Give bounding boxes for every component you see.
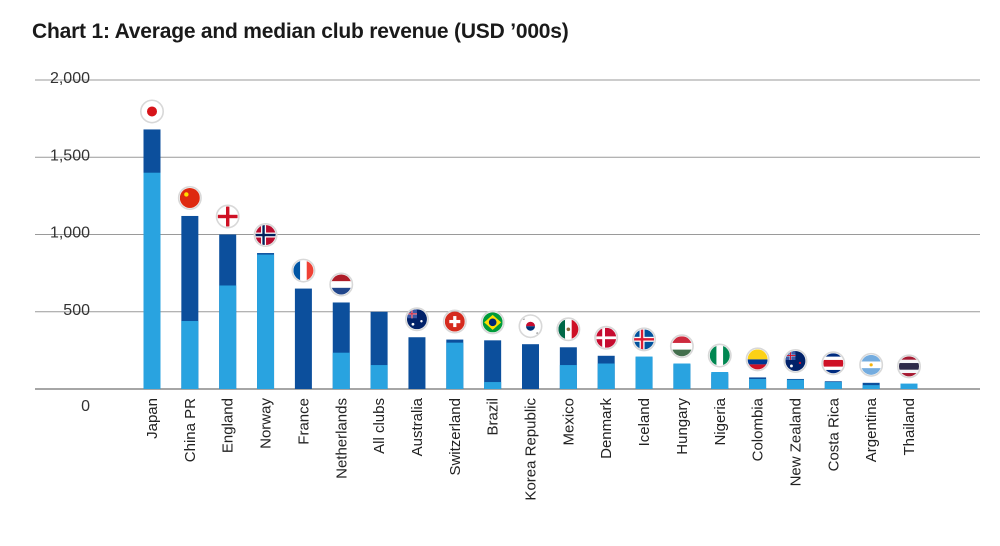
- brazil-flag: [480, 310, 505, 335]
- average-bar: [522, 344, 539, 389]
- median-bar: [370, 365, 388, 389]
- x-tick-label: Netherlands: [333, 398, 350, 479]
- median-bar: [257, 254, 275, 389]
- denmark-flag: [594, 325, 619, 350]
- x-tick-label: Colombia: [750, 397, 767, 461]
- median-bar: [143, 172, 161, 389]
- median-bar: [597, 363, 615, 389]
- median-bar: [711, 372, 729, 389]
- australia-flag: [404, 307, 429, 332]
- thailand-flag: [896, 354, 921, 379]
- median-bar: [219, 285, 237, 389]
- x-tick-label: France: [295, 398, 312, 445]
- x-tick-label: Hungary: [674, 398, 691, 455]
- x-tick-label: Korea Republic: [523, 398, 540, 501]
- median-bar: [673, 363, 691, 389]
- median-bar: [824, 382, 842, 389]
- switzerland-flag: [442, 309, 467, 334]
- x-tick-label: New Zealand: [787, 398, 804, 486]
- y-tick-label: 1,000: [50, 225, 90, 242]
- x-tick-label: Japan: [144, 398, 161, 439]
- netherlands-flag: [329, 272, 354, 297]
- average-bar: [294, 288, 312, 389]
- median-bar: [749, 378, 767, 389]
- median-bar: [181, 321, 199, 389]
- china-flag: [177, 185, 202, 210]
- x-tick-label: Costa Rica: [825, 397, 842, 471]
- x-tick-label: Thailand: [901, 398, 918, 456]
- mexico-flag: [556, 317, 581, 342]
- y-tick-label: 500: [63, 302, 90, 319]
- korea-flag: [518, 314, 543, 339]
- median-bar: [559, 365, 577, 389]
- france-flag: [291, 258, 316, 283]
- average-bar: [484, 340, 502, 389]
- england-flag: [215, 204, 240, 229]
- iceland-flag: [632, 327, 657, 352]
- median-bar: [332, 352, 350, 389]
- average-bar: [408, 337, 426, 389]
- x-tick-label: China PR: [182, 398, 199, 462]
- x-tick-label: England: [220, 398, 237, 453]
- x-tick-label: Iceland: [636, 398, 653, 446]
- x-tick-label: Denmark: [598, 398, 615, 459]
- japan-flag: [140, 99, 165, 124]
- x-tick-label: Switzerland: [447, 398, 464, 476]
- x-tick-label: Mexico: [560, 398, 577, 446]
- y-tick-label: 1,500: [50, 147, 90, 164]
- argentina-flag: [859, 352, 884, 377]
- median-bar: [786, 379, 804, 389]
- median-bar: [900, 383, 918, 389]
- y-tick-label: 0: [81, 398, 90, 415]
- x-tick-label: Australia: [409, 397, 426, 456]
- nigeria-flag: [707, 343, 732, 368]
- x-tick-label: Norway: [258, 398, 275, 449]
- hungary-flag: [669, 334, 694, 359]
- costa-rica-flag: [821, 351, 846, 376]
- colombia-flag: [745, 347, 770, 372]
- new-zealand-flag: [783, 348, 808, 373]
- norway-flag: [253, 223, 278, 248]
- x-tick-label: All clubs: [371, 398, 388, 454]
- median-bar: [446, 342, 464, 389]
- chart-title: Chart 1: Average and median club revenue…: [32, 20, 569, 43]
- x-tick-label: Argentina: [863, 397, 880, 462]
- y-tick-label: 2,000: [50, 70, 90, 87]
- x-tick-label: Nigeria: [712, 397, 729, 445]
- x-tick-label: Brazil: [485, 398, 502, 436]
- median-bar: [862, 385, 880, 389]
- median-bar: [484, 382, 502, 389]
- median-bar: [635, 356, 653, 389]
